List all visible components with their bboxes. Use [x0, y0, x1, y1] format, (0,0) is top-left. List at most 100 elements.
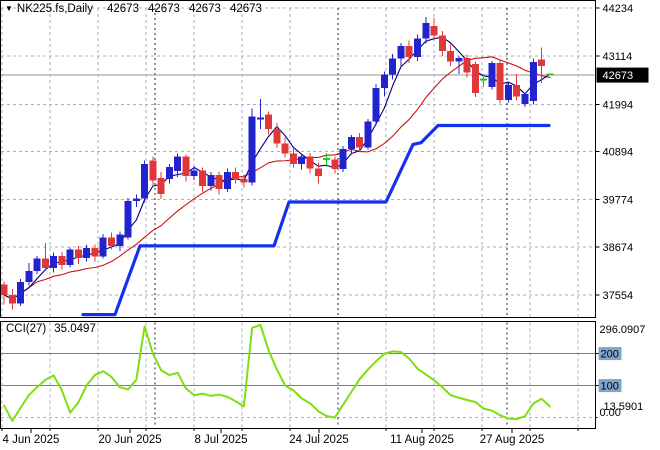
- candle[interactable]: [314, 162, 322, 184]
- candle[interactable]: [33, 256, 41, 275]
- panel-borders: [0, 0, 596, 429]
- candle[interactable]: [265, 111, 273, 135]
- candle[interactable]: [256, 98, 264, 129]
- svg-text:38674: 38674: [603, 242, 634, 254]
- open-value: 42673: [106, 3, 139, 15]
- candle[interactable]: [306, 153, 314, 174]
- svg-text:0.00: 0.00: [600, 407, 621, 419]
- candle[interactable]: [331, 156, 339, 174]
- candle[interactable]: [91, 244, 99, 262]
- candle[interactable]: [182, 154, 190, 182]
- candle[interactable]: [289, 148, 297, 168]
- candle[interactable]: [504, 82, 512, 103]
- candle[interactable]: [397, 42, 405, 67]
- candle[interactable]: [141, 160, 149, 203]
- svg-text:44234: 44234: [603, 3, 634, 15]
- candle[interactable]: [58, 251, 66, 270]
- candle[interactable]: [83, 244, 91, 262]
- candle[interactable]: [273, 122, 281, 148]
- candle[interactable]: [248, 108, 256, 186]
- candle[interactable]: [50, 252, 58, 273]
- candle[interactable]: [455, 56, 463, 74]
- symbol-label: NK225.fs,Daily: [16, 3, 93, 15]
- candle[interactable]: [546, 73, 554, 76]
- candle[interactable]: [380, 71, 388, 97]
- time-axis[interactable]: 4 Jun 2025 20 Jun 2025 8 Jul 2025 24 Jul 20…: [1, 428, 579, 447]
- svg-text:4 Jun 2025: 4 Jun 2025: [3, 434, 60, 446]
- high-value: 42673: [147, 3, 180, 15]
- candle[interactable]: [496, 60, 504, 104]
- candle[interactable]: [405, 40, 413, 64]
- candle[interactable]: [124, 198, 132, 240]
- svg-text:24 Jul 2025: 24 Jul 2025: [289, 434, 348, 446]
- candle[interactable]: [99, 233, 107, 259]
- candle[interactable]: [529, 58, 537, 105]
- candle[interactable]: [66, 247, 74, 268]
- candle[interactable]: [471, 61, 479, 98]
- candle[interactable]: [438, 30, 446, 56]
- candle[interactable]: [223, 168, 231, 193]
- candle[interactable]: [174, 153, 182, 178]
- candle[interactable]: [281, 137, 289, 158]
- svg-text:8 Jul 2025: 8 Jul 2025: [194, 434, 247, 446]
- candle[interactable]: [447, 44, 455, 67]
- candle[interactable]: [0, 281, 8, 305]
- candle[interactable]: [414, 34, 421, 62]
- level-label: 100: [598, 379, 622, 393]
- candle[interactable]: [422, 16, 430, 44]
- candle[interactable]: [364, 119, 372, 150]
- candle[interactable]: [215, 171, 223, 195]
- indicator-value: 35.0497: [54, 323, 96, 335]
- candle[interactable]: [240, 174, 248, 188]
- svg-text:37554: 37554: [603, 290, 634, 302]
- svg-text:42673: 42673: [603, 70, 634, 82]
- candle[interactable]: [198, 167, 206, 193]
- svg-text:43114: 43114: [603, 51, 633, 63]
- candle[interactable]: [463, 54, 471, 78]
- candle[interactable]: [165, 164, 173, 184]
- candle[interactable]: [149, 156, 157, 187]
- svg-text:41994: 41994: [603, 99, 634, 111]
- candle[interactable]: [538, 47, 546, 83]
- indicator-label: CCI(27) 35.0497: [6, 323, 96, 335]
- candle[interactable]: [116, 231, 124, 252]
- candle[interactable]: [17, 278, 25, 307]
- candle[interactable]: [347, 134, 355, 155]
- candle[interactable]: [372, 84, 380, 126]
- candle[interactable]: [132, 194, 140, 208]
- candle[interactable]: [41, 242, 49, 271]
- price-axis[interactable]: 44234 43114 41994 40894 39774 38674 37554 42673: [595, 3, 649, 302]
- candle[interactable]: [298, 153, 306, 170]
- svg-text:13.5901: 13.5901: [604, 401, 644, 413]
- svg-text:40894: 40894: [603, 147, 634, 159]
- candle[interactable]: [108, 232, 116, 250]
- main-panel[interactable]: [0, 16, 596, 317]
- candle[interactable]: [8, 288, 16, 310]
- candle[interactable]: [339, 146, 347, 172]
- indicator-name: CCI(27): [6, 323, 47, 335]
- candle[interactable]: [430, 18, 438, 41]
- candle[interactable]: [513, 73, 521, 101]
- candle[interactable]: [521, 92, 529, 108]
- symbol-dropdown-icon[interactable]: ▼: [5, 4, 13, 13]
- candle[interactable]: [232, 167, 240, 184]
- candle[interactable]: [356, 132, 364, 152]
- candle[interactable]: [488, 61, 496, 90]
- candle[interactable]: [25, 263, 33, 286]
- cci-panel[interactable]: [1, 323, 596, 422]
- candle[interactable]: [389, 54, 397, 80]
- candle[interactable]: [74, 245, 82, 264]
- svg-text:39774: 39774: [603, 195, 634, 207]
- candle[interactable]: [323, 153, 331, 167]
- low-value: 42673: [188, 3, 221, 15]
- candle[interactable]: [190, 165, 198, 181]
- chart-title: ▼ NK225.fs,Daily 42673 42673 42673 42673: [5, 3, 271, 15]
- candles[interactable]: [0, 16, 554, 310]
- candle[interactable]: [207, 171, 215, 191]
- candle[interactable]: [157, 171, 165, 199]
- svg-text:200: 200: [601, 349, 619, 361]
- candle[interactable]: [480, 73, 488, 87]
